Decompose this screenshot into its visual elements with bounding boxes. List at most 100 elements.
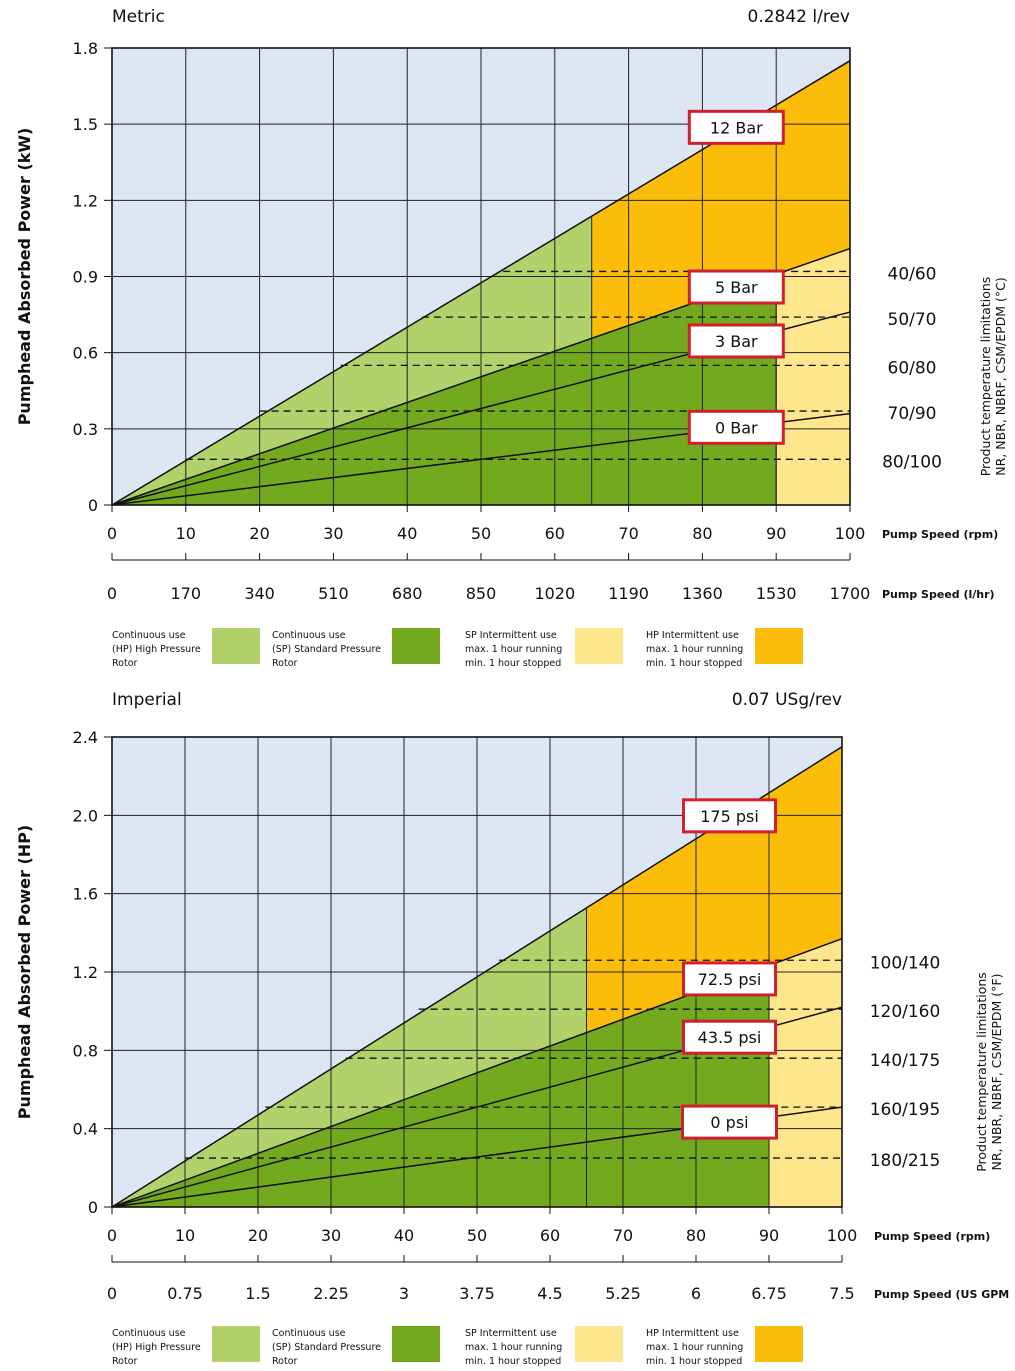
y-tick-label: 0.4: [73, 1120, 98, 1139]
legend-label: Continuous use: [112, 1328, 186, 1339]
x2-tick-label: 7.5: [829, 1284, 854, 1303]
temperature-title-materials: NR, NBR, NBRF, CSM/EPDM (°C): [993, 277, 1008, 476]
y-tick-label: 2.4: [73, 728, 98, 747]
x2-tick-label: 1700: [830, 584, 871, 603]
y-tick-label: 0: [88, 1198, 98, 1217]
x2-tick-label: 510: [318, 584, 349, 603]
legend-label: max. 1 hour running: [465, 644, 562, 655]
x-tick-label: 100: [835, 524, 866, 543]
legend-label: SP Intermittent use: [465, 1328, 557, 1339]
region-hp-intermittent: [591, 60, 850, 339]
chart-subtitle: 0.2842 l/rev: [748, 7, 850, 27]
y-tick-label: 1.5: [73, 115, 98, 134]
legend-swatch: [755, 1326, 803, 1362]
legend-swatch: [575, 1326, 623, 1362]
x-tick-label: 80: [692, 524, 712, 543]
y-tick-label: 0.9: [73, 268, 98, 287]
temperature-label: 120/160: [870, 1002, 941, 1022]
temperature-label: 50/70: [888, 310, 937, 330]
pressure-label-box: [687, 269, 785, 305]
y-tick-label: 0.3: [73, 420, 98, 439]
temperature-label: 140/175: [870, 1051, 941, 1071]
x2-tick-label: 6.75: [751, 1284, 787, 1303]
pressure-label: 175 psi: [700, 807, 759, 826]
pressure-label-box: [687, 409, 785, 445]
pressure-label-box: [681, 1104, 778, 1140]
legend-label: Continuous use: [272, 630, 346, 641]
pressure-label-box: [682, 1019, 777, 1055]
x-tick-label: 0: [107, 1226, 117, 1245]
temperature-label: 80/100: [882, 452, 942, 472]
x2-tick-label: 5.25: [605, 1284, 641, 1303]
legend-swatch: [575, 628, 623, 664]
x-tick-label: 80: [686, 1226, 706, 1245]
temperature-label: 160/195: [870, 1100, 941, 1120]
legend-label: min. 1 hour stopped: [646, 658, 742, 669]
temperature-label: 60/80: [888, 358, 937, 378]
x2-tick-label: 4.5: [537, 1284, 562, 1303]
x-tick-label: 60: [540, 1226, 560, 1245]
legend-label: (HP) High Pressure: [112, 644, 201, 655]
x-tick-label: 30: [323, 524, 343, 543]
pressure-label-box: [687, 323, 785, 359]
temperature-label: 180/215: [870, 1151, 941, 1171]
legend-label: (HP) High Pressure: [112, 1342, 201, 1353]
x-tick-label: 40: [397, 524, 417, 543]
legend-label: Rotor: [112, 1356, 138, 1367]
x-tick-label: 20: [248, 1226, 268, 1245]
x2-tick-label: 6: [691, 1284, 701, 1303]
x-tick-label: 90: [759, 1226, 779, 1245]
legend-label: min. 1 hour stopped: [465, 658, 561, 669]
y-tick-label: 1.2: [73, 191, 98, 210]
legend-swatch: [392, 628, 440, 664]
x-tick-label: 10: [175, 1226, 195, 1245]
x-tick-label: 40: [394, 1226, 414, 1245]
x2-tick-label: 0: [107, 1284, 117, 1303]
x2-tick-label: 340: [244, 584, 275, 603]
x2-tick-label: 3.75: [459, 1284, 495, 1303]
temperature-label: 40/60: [888, 264, 937, 284]
y-tick-label: 1.6: [73, 885, 98, 904]
x2-tick-label: 1360: [682, 584, 723, 603]
x2-tick-label: 680: [392, 584, 423, 603]
x2-tick-label: 3: [399, 1284, 409, 1303]
legend-label: (SP) Standard Pressure: [272, 1342, 381, 1353]
legend-label: min. 1 hour stopped: [465, 1356, 561, 1367]
legend-label: min. 1 hour stopped: [646, 1356, 742, 1367]
pressure-label-box: [687, 109, 785, 145]
legend-swatch: [212, 1326, 260, 1362]
legend-swatch: [392, 1326, 440, 1362]
legend-label: HP Intermittent use: [646, 1328, 739, 1339]
temperature-title: Product temperature limitations: [978, 277, 993, 477]
pressure-label: 0 Bar: [715, 418, 758, 437]
x-tick-label: 100: [827, 1226, 858, 1245]
chart-metric: 40/60 50/70 60/80 70/90 80/100 12 Bar 5 Bar 3 B…: [15, 7, 1008, 669]
x2-tick-label: 1020: [534, 584, 575, 603]
legend-swatch: [755, 628, 803, 664]
pressure-label: 5 Bar: [715, 278, 758, 297]
legend-label: max. 1 hour running: [646, 644, 743, 655]
x2-tick-label: 0.75: [167, 1284, 203, 1303]
x-tick-label: 60: [545, 524, 565, 543]
legend-label: (SP) Standard Pressure: [272, 644, 381, 655]
x-axis-label: Pump Speed (rpm): [874, 1230, 990, 1243]
x-tick-label: 90: [766, 524, 786, 543]
region-sp-intermittent: [769, 938, 842, 1207]
pressure-label: 43.5 psi: [698, 1028, 762, 1047]
x-tick-label: 30: [321, 1226, 341, 1245]
y-axis-label: Pumphead Absorbed Power (kW): [15, 128, 34, 426]
legend-label: Rotor: [272, 1356, 298, 1367]
pressure-label-box: [682, 798, 777, 834]
x2-tick-label: 1530: [756, 584, 797, 603]
legend-label: Rotor: [272, 658, 298, 669]
pressure-label: 3 Bar: [715, 332, 758, 351]
y-axis-label: Pumphead Absorbed Power (HP): [15, 825, 34, 1119]
region-sp-intermittent: [776, 248, 850, 506]
legend-label: max. 1 hour running: [646, 1342, 743, 1353]
legend-label: Continuous use: [272, 1328, 346, 1339]
x2-tick-label: 0: [107, 584, 117, 603]
legend-label: SP Intermittent use: [465, 630, 557, 641]
chart-title: Metric: [112, 7, 165, 27]
y-tick-label: 0.8: [73, 1041, 98, 1060]
legend-label: Rotor: [112, 658, 138, 669]
